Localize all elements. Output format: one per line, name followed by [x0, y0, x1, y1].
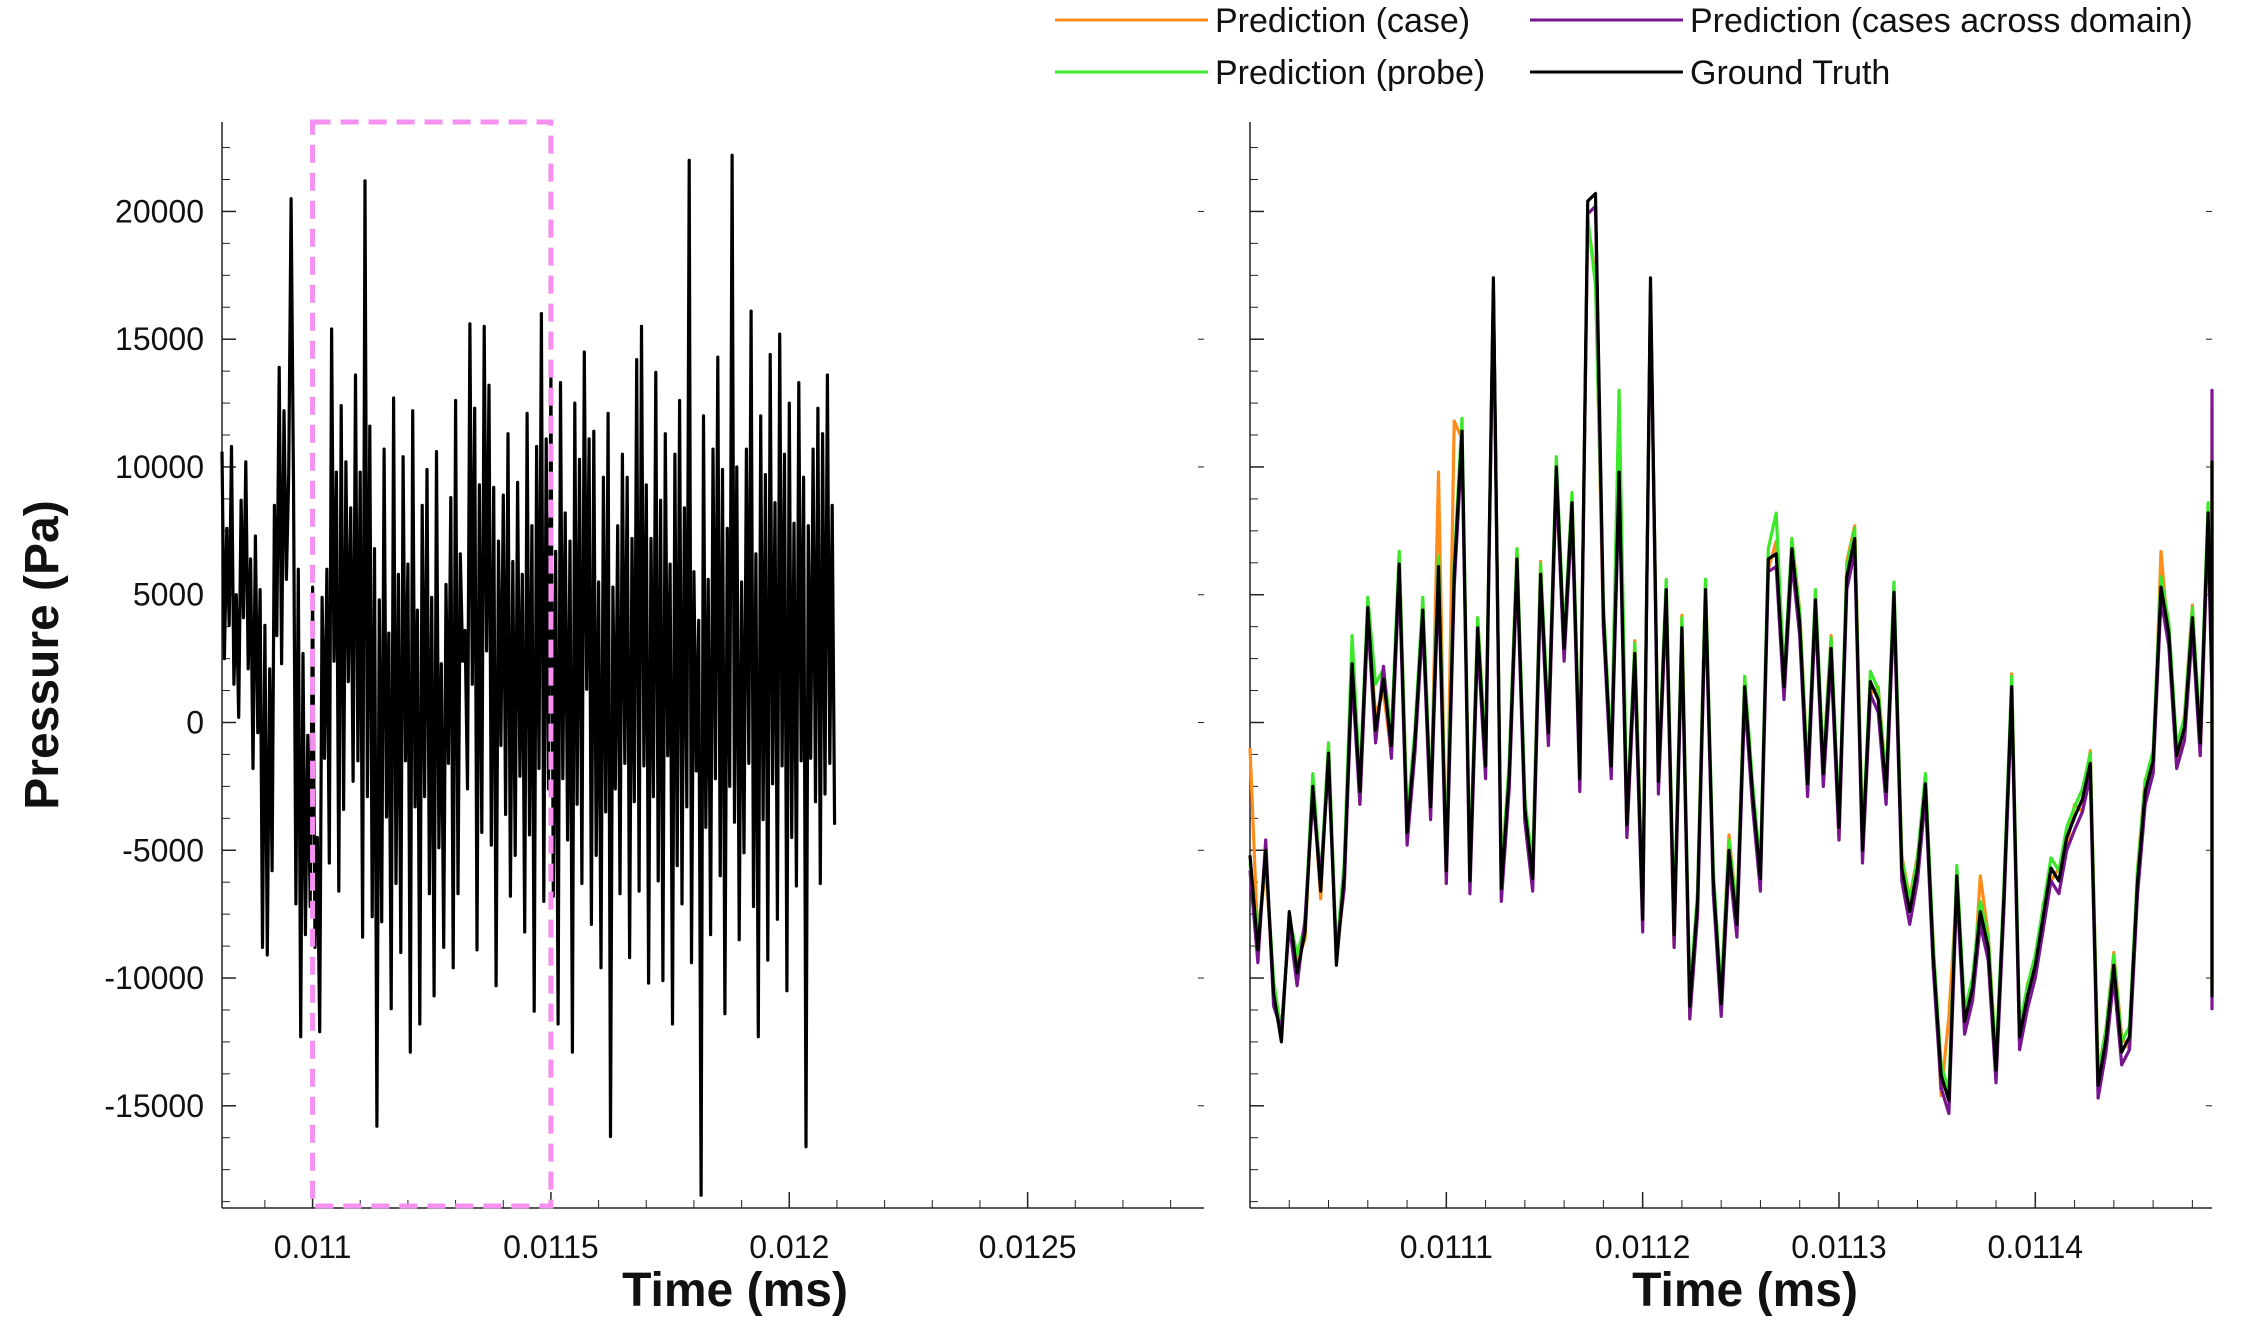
- left-y-tick-label: 20000: [115, 193, 204, 229]
- left-y-tick-label: 0: [186, 704, 204, 740]
- right-axes: [1249, 122, 2212, 1209]
- right-chart-panel: 0.0111 0.0112 0.0113 0.0114 Time (ms): [1248, 122, 2214, 1317]
- left-y-tick-label: 5000: [133, 577, 204, 613]
- legend-label-probe: Prediction (probe): [1215, 54, 1485, 92]
- left-y-tick-label: -10000: [104, 960, 204, 996]
- left-y-axis-title: Pressure (Pa): [16, 500, 69, 810]
- left-highlight-box: [310, 119, 554, 1209]
- right-series-group: [1248, 191, 2214, 1116]
- left-y-tick-label: -5000: [122, 832, 204, 868]
- left-x-tick-label: 0.0115: [503, 1229, 599, 1265]
- left-chart-panel: 20000 15000 10000 5000 0 -5000 -10000 -15000 0.0…: [16, 119, 1204, 1317]
- right-x-tick-label: 0.0114: [1988, 1229, 2084, 1265]
- left-y-tick-label: -15000: [104, 1088, 204, 1124]
- left-y-tick-label: 15000: [115, 321, 204, 357]
- right-tick-labels: 0.0111 0.0112 0.0113 0.0114: [1400, 1229, 2083, 1265]
- right-series-ground-truth: [1248, 191, 2214, 1103]
- right-x-axis-title: Time (ms): [1632, 1264, 1858, 1317]
- left-y-tick-label: 10000: [115, 449, 204, 485]
- left-x-tick-label: 0.011: [274, 1229, 352, 1265]
- left-x-tick-label: 0.012: [749, 1229, 829, 1265]
- legend-label-cases-across-domain: Prediction (cases across domain): [1690, 2, 2193, 40]
- left-tick-labels: 20000 15000 10000 5000 0 -5000 -10000 -15000 0.0…: [104, 193, 1076, 1265]
- left-series-group: [220, 153, 837, 1197]
- left-x-axis-title: Time (ms): [622, 1264, 848, 1317]
- left-x-tick-label: 0.0125: [979, 1229, 1077, 1265]
- left-series-line: [220, 153, 837, 1197]
- right-x-tick-label: 0.0112: [1595, 1229, 1691, 1265]
- right-x-tick-label: 0.0111: [1400, 1229, 1493, 1265]
- right-x-tick-label: 0.0113: [1791, 1229, 1887, 1265]
- legend-label-ground-truth: Ground Truth: [1690, 54, 1890, 92]
- legend: Prediction (case) Prediction (cases acro…: [1055, 2, 2193, 92]
- legend-label-case: Prediction (case): [1215, 2, 1470, 40]
